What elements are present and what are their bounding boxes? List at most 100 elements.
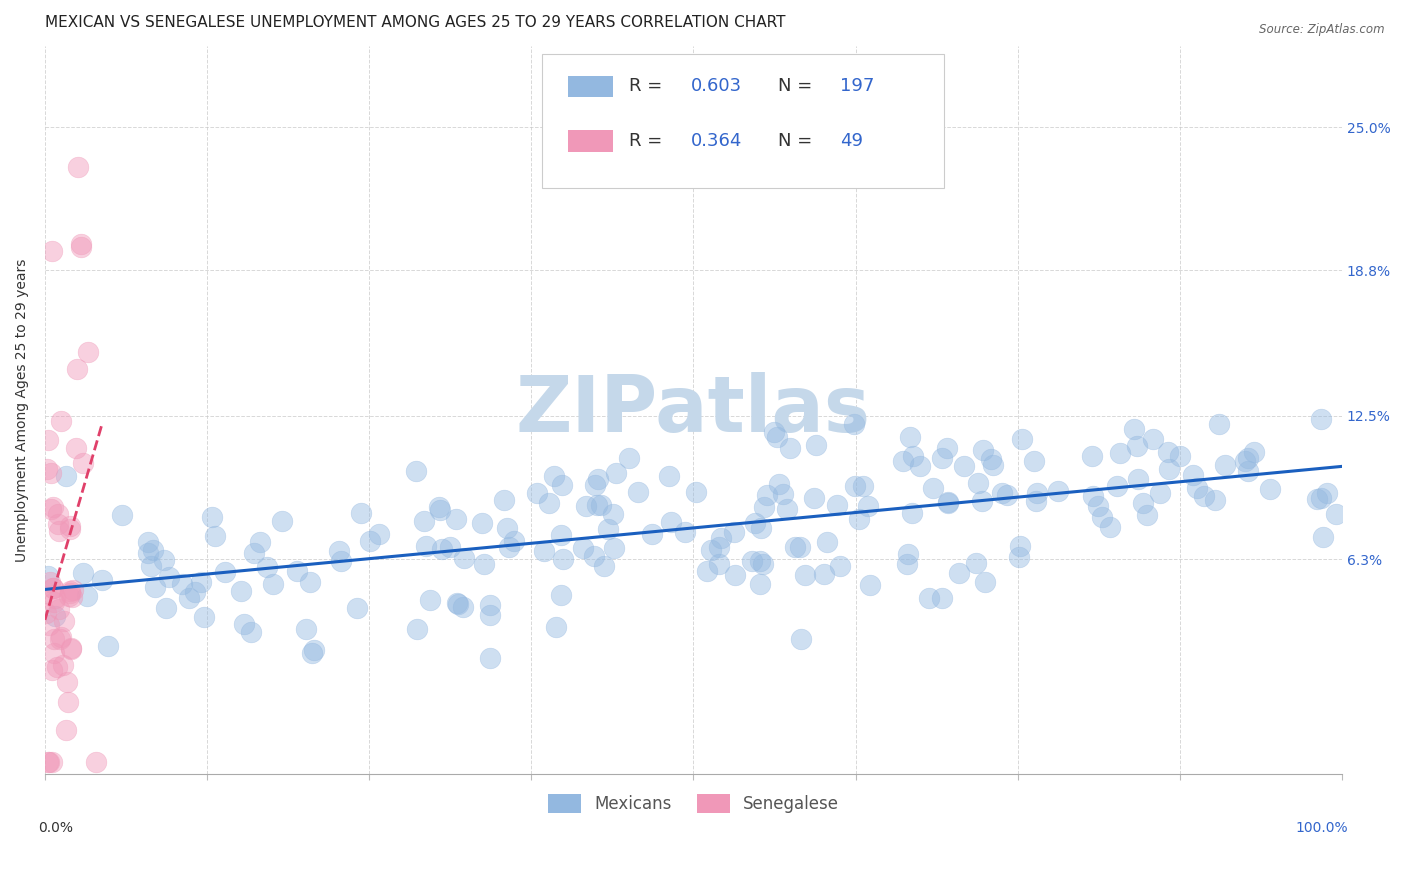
Point	[41, 244, 63, 258]
Point	[35, 462, 58, 476]
Point	[751, 557, 773, 571]
Point	[139, 558, 162, 573]
Point	[59, 518, 82, 533]
Point	[710, 531, 733, 545]
Text: 0.0%: 0.0%	[38, 821, 73, 835]
Point	[685, 485, 707, 500]
Point	[980, 452, 1002, 467]
Legend: Mexicans, Senegalese: Mexicans, Senegalese	[541, 788, 846, 820]
Point	[696, 565, 718, 579]
Point	[602, 508, 624, 522]
Point	[790, 632, 813, 647]
Point	[856, 500, 879, 514]
Point	[301, 646, 323, 660]
Point	[723, 524, 745, 539]
Point	[605, 467, 627, 481]
Point	[1024, 494, 1046, 508]
Point	[619, 450, 641, 465]
Point	[350, 506, 373, 520]
Point	[766, 430, 789, 444]
Point	[84, 755, 107, 769]
Point	[852, 478, 875, 492]
Point	[1237, 451, 1260, 466]
Point	[285, 564, 308, 578]
Point	[1213, 458, 1236, 473]
Point	[413, 514, 436, 528]
Point	[953, 459, 976, 474]
Point	[42, 500, 65, 515]
Point	[37, 434, 59, 448]
Text: N =: N =	[778, 78, 818, 95]
Point	[898, 430, 921, 444]
Point	[446, 596, 468, 610]
Point	[1125, 440, 1147, 454]
Point	[583, 477, 606, 491]
Point	[256, 560, 278, 574]
Point	[772, 487, 794, 501]
Point	[432, 541, 454, 556]
Point	[1142, 432, 1164, 446]
Point	[479, 651, 502, 665]
Point	[55, 468, 77, 483]
Point	[72, 566, 94, 581]
Point	[48, 524, 70, 538]
Point	[572, 541, 595, 556]
Point	[936, 494, 959, 508]
Point	[190, 574, 212, 589]
Point	[891, 454, 914, 468]
Point	[551, 552, 574, 566]
Point	[931, 591, 953, 606]
Point	[90, 573, 112, 587]
Point	[495, 521, 517, 535]
Point	[1099, 519, 1122, 533]
Point	[1157, 445, 1180, 459]
Point	[59, 642, 82, 657]
Point	[827, 498, 849, 512]
Point	[936, 441, 959, 455]
Point	[270, 514, 292, 528]
FancyBboxPatch shape	[568, 76, 613, 97]
Point	[48, 601, 70, 615]
Point	[922, 481, 945, 495]
Point	[45, 660, 67, 674]
Point	[447, 597, 470, 611]
Point	[582, 549, 605, 563]
Point	[776, 501, 799, 516]
Point	[136, 546, 159, 560]
Point	[143, 580, 166, 594]
Point	[51, 630, 73, 644]
Text: Source: ZipAtlas.com: Source: ZipAtlas.com	[1260, 23, 1385, 37]
Point	[59, 586, 82, 600]
Point	[785, 540, 807, 554]
Point	[41, 755, 63, 769]
Point	[299, 574, 322, 589]
Point	[813, 567, 835, 582]
Point	[1309, 491, 1331, 506]
Point	[201, 510, 224, 524]
Point	[724, 567, 747, 582]
Point	[1309, 412, 1331, 426]
Point	[48, 632, 70, 647]
Point	[359, 534, 381, 549]
Point	[1105, 479, 1128, 493]
Point	[153, 552, 176, 566]
Point	[471, 516, 494, 530]
Point	[52, 658, 75, 673]
Point	[77, 344, 100, 359]
Point	[46, 516, 69, 531]
Point	[111, 508, 134, 523]
FancyBboxPatch shape	[541, 54, 943, 188]
Point	[526, 485, 548, 500]
Point	[1022, 453, 1045, 467]
Point	[58, 695, 80, 709]
Point	[214, 565, 236, 579]
Point	[1087, 500, 1109, 514]
Point	[232, 617, 254, 632]
Point	[243, 546, 266, 560]
Point	[37, 569, 59, 583]
Point	[1324, 507, 1347, 521]
Point	[39, 575, 62, 590]
Point	[763, 425, 786, 439]
Point	[627, 485, 650, 500]
Point	[744, 516, 766, 530]
